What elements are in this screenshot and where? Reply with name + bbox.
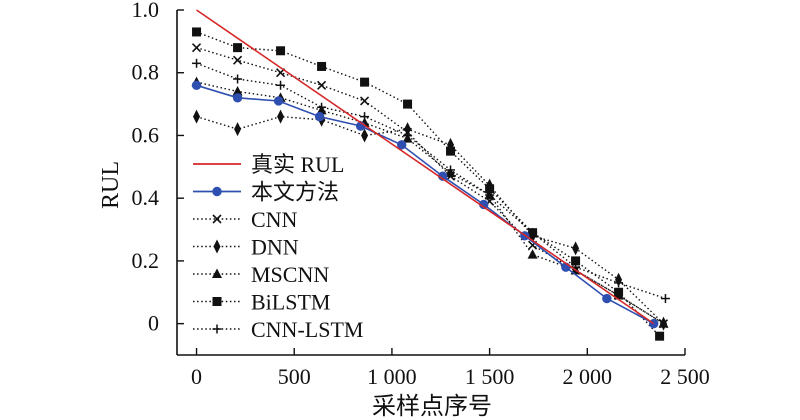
- plus-marker: [192, 58, 202, 68]
- legend-item: BiLSTM: [193, 290, 330, 315]
- diamond-marker: [404, 122, 412, 137]
- diamond-marker: [361, 128, 369, 143]
- legend-label: MSCNN: [251, 262, 329, 287]
- square-marker: [403, 99, 413, 109]
- circle-marker: [273, 96, 284, 106]
- legend-item: 真实 RUL: [193, 152, 345, 177]
- legend-label: 本文方法: [251, 180, 339, 205]
- triangle-marker: [658, 318, 669, 328]
- square-marker: [485, 184, 495, 194]
- plus-marker: [614, 278, 624, 288]
- x-tick-label: 2 000: [563, 364, 613, 389]
- x-marker-stroke: [360, 96, 370, 106]
- diamond-marker: [213, 239, 221, 254]
- plus-marker: [212, 324, 222, 334]
- circle-marker: [232, 93, 243, 103]
- triangle-marker: [527, 249, 538, 259]
- square-marker: [571, 256, 581, 266]
- x-marker: [212, 214, 222, 224]
- legend-label: CNN-LSTM: [251, 317, 363, 342]
- square-marker: [192, 27, 202, 37]
- x-tick-label: 0: [191, 364, 202, 389]
- series-line: [196, 81, 664, 325]
- plus-marker: [403, 130, 413, 140]
- legend-label: DNN: [251, 235, 299, 260]
- x-marker: [191, 43, 202, 53]
- legend-item: 本文方法: [193, 180, 339, 205]
- plus-marker: [317, 102, 327, 112]
- plus-marker: [660, 294, 670, 304]
- square-marker: [233, 43, 243, 53]
- series-line: [196, 31, 661, 337]
- plus-marker: [485, 190, 495, 200]
- diamond-marker: [572, 241, 580, 256]
- circle-marker: [396, 140, 407, 150]
- plus-marker: [528, 228, 538, 238]
- square-marker: [614, 287, 624, 297]
- y-tick-label: 1.0: [132, 0, 160, 22]
- plus-marker: [446, 165, 456, 175]
- legend-label: 真实 RUL: [251, 152, 345, 177]
- series-line: [196, 84, 655, 325]
- x-tick-label: 1 500: [465, 364, 515, 389]
- y-axis-title: RUL: [98, 161, 124, 209]
- series-series-1: [191, 80, 659, 329]
- plus-marker: [360, 112, 370, 122]
- x-axis-title: 采样点序号: [372, 393, 492, 420]
- plus-marker: [276, 80, 286, 90]
- series-line: [196, 9, 655, 325]
- diamond-marker: [277, 109, 285, 124]
- x-marker-stroke: [191, 43, 202, 53]
- x-marker-stroke: [212, 214, 222, 224]
- legend-item: CNN-LSTM: [193, 317, 363, 342]
- square-marker: [360, 77, 370, 87]
- y-tick-label: 0.4: [132, 185, 160, 210]
- plus-marker: [233, 74, 243, 84]
- legend-label: CNN: [251, 207, 298, 232]
- triangle-marker: [232, 86, 243, 96]
- circle-marker: [314, 111, 325, 122]
- y-tick-label: 0.8: [132, 60, 160, 85]
- triangle-marker: [212, 268, 222, 278]
- y-tick-label: 0.6: [132, 122, 160, 147]
- x-marker: [233, 55, 243, 65]
- y-tick-label: 0.2: [132, 248, 160, 273]
- series-rul: [196, 9, 655, 325]
- square-marker: [655, 331, 665, 341]
- plot-series: [191, 9, 670, 341]
- x-tick-label: 2 500: [660, 364, 710, 389]
- circle-marker: [191, 80, 202, 90]
- x-tick-label: 500: [278, 364, 311, 389]
- x-marker-stroke: [233, 55, 243, 65]
- x-tick-label: 1 000: [367, 364, 417, 389]
- diamond-marker: [193, 109, 201, 124]
- legend-item: DNN: [193, 235, 299, 260]
- circle-marker: [212, 186, 222, 197]
- x-marker: [360, 96, 370, 106]
- x-marker: [317, 80, 327, 90]
- plot-axes: 0 0.2 0.4 0.6 0.8 1.0 0 500 1 000 1 500 2 000 2 500: [132, 0, 710, 389]
- circle-marker: [602, 293, 612, 304]
- series-line: [196, 115, 664, 325]
- legend-item: CNN: [193, 207, 298, 232]
- square-marker: [317, 61, 327, 71]
- square-marker: [446, 146, 456, 156]
- legend-label: BiLSTM: [251, 290, 330, 315]
- x-marker-stroke: [317, 80, 327, 90]
- square-marker: [276, 46, 286, 56]
- y-tick-label: 0: [148, 311, 159, 336]
- diamond-marker: [234, 122, 242, 137]
- legend-item: MSCNN: [193, 262, 329, 287]
- square-marker: [212, 297, 222, 306]
